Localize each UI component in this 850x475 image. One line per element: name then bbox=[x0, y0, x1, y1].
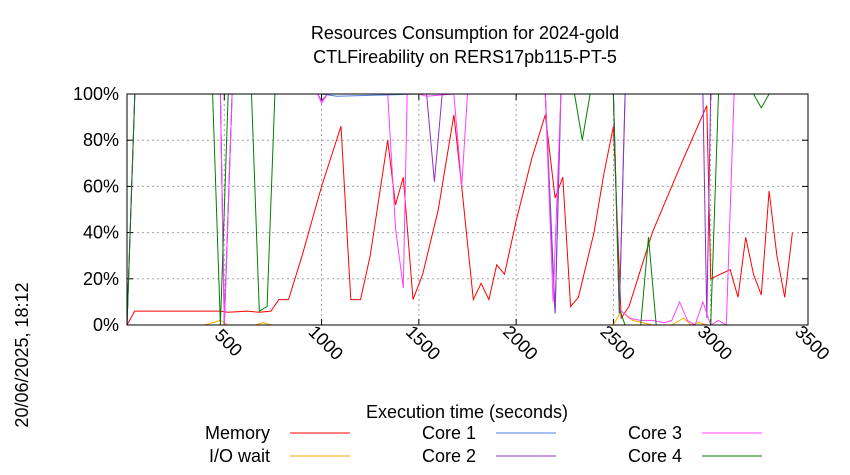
x-tick-label: 1500 bbox=[402, 322, 444, 364]
chart-title-line-2: CTLFireability on RERS17pb115-PT-5 bbox=[313, 47, 617, 67]
legend-label: Core 2 bbox=[422, 446, 476, 466]
y-tick-label: 20% bbox=[83, 269, 119, 289]
y-tick-label: 100% bbox=[73, 84, 119, 104]
y-tick-label: 60% bbox=[83, 176, 119, 196]
series-line-core-4 bbox=[126, 93, 793, 326]
x-tick-label: 2000 bbox=[499, 322, 541, 364]
chart-title-line-1: Resources Consumption for 2024-gold bbox=[311, 23, 619, 43]
x-tick-label: 2500 bbox=[596, 322, 638, 364]
x-tick-label: 3500 bbox=[791, 322, 833, 364]
x-axis-label: Execution time (seconds) bbox=[366, 402, 568, 422]
legend-label: Core 4 bbox=[628, 446, 682, 466]
plot-frame bbox=[126, 93, 809, 326]
legend-label: Memory bbox=[205, 423, 270, 443]
x-axis-ticks: 500 1000 1500 2000 2500 3000 3500 bbox=[211, 94, 833, 364]
series-line-i-o-wait bbox=[127, 310, 793, 326]
y-axis-ticks: 0% 20% 40% 60% 80% 100% bbox=[73, 84, 808, 335]
x-tick-label: 500 bbox=[211, 325, 246, 360]
series-line-memory bbox=[126, 105, 793, 326]
legend-label: Core 3 bbox=[628, 423, 682, 443]
x-tick-label: 3000 bbox=[694, 322, 736, 364]
legend-label: I/O wait bbox=[209, 446, 270, 466]
y-tick-label: 80% bbox=[83, 130, 119, 150]
x-tick-label: 1000 bbox=[305, 322, 347, 364]
legend: Memory I/O wait Core 1 Core 2 Core 3 Core 4 bbox=[205, 423, 762, 466]
series-lines bbox=[126, 93, 793, 326]
side-timestamp-label: 20/06/2025, 18:12 bbox=[12, 282, 32, 427]
y-tick-label: 40% bbox=[83, 223, 119, 243]
y-tick-label: 0% bbox=[93, 315, 119, 335]
legend-label: Core 1 bbox=[422, 423, 476, 443]
